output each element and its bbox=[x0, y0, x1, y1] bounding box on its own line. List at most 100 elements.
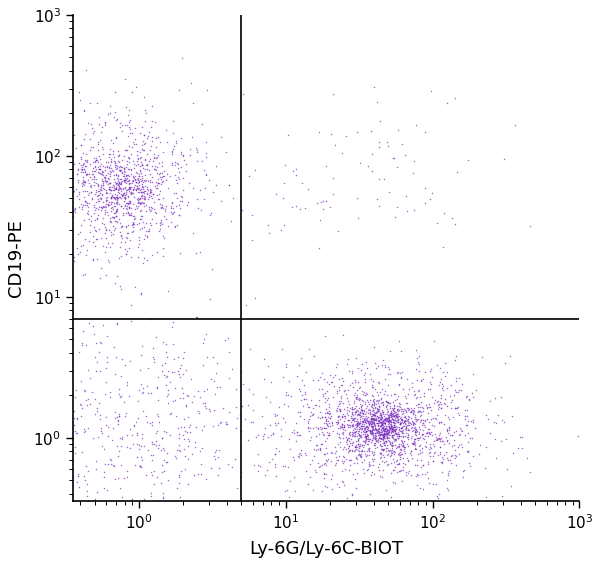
Point bbox=[124, 203, 133, 212]
Point bbox=[403, 433, 412, 442]
Point bbox=[386, 412, 396, 421]
Point bbox=[454, 441, 464, 450]
Point bbox=[347, 416, 357, 425]
Point bbox=[150, 162, 160, 171]
Point bbox=[122, 380, 131, 389]
Point bbox=[102, 196, 112, 205]
Point bbox=[184, 436, 193, 445]
Point bbox=[402, 439, 412, 448]
Point bbox=[386, 429, 396, 438]
Point bbox=[133, 453, 142, 462]
Point bbox=[417, 470, 427, 479]
Point bbox=[344, 466, 354, 475]
Point bbox=[395, 447, 405, 457]
Point bbox=[367, 425, 377, 434]
Point bbox=[144, 157, 154, 166]
Point bbox=[430, 336, 439, 345]
Point bbox=[384, 423, 394, 432]
Point bbox=[388, 424, 398, 433]
Point bbox=[158, 337, 168, 346]
Point bbox=[169, 144, 178, 153]
Point bbox=[117, 192, 127, 201]
Point bbox=[217, 196, 226, 205]
Point bbox=[409, 424, 419, 433]
Point bbox=[394, 434, 403, 443]
Point bbox=[415, 433, 424, 442]
Point bbox=[158, 172, 167, 181]
Point bbox=[91, 155, 101, 164]
Point bbox=[433, 401, 442, 410]
Point bbox=[386, 441, 396, 450]
Point bbox=[378, 444, 388, 453]
Point bbox=[432, 434, 442, 443]
Point bbox=[111, 182, 121, 192]
Point bbox=[417, 402, 427, 411]
Point bbox=[337, 396, 346, 405]
Point bbox=[90, 189, 100, 198]
Point bbox=[396, 372, 406, 381]
Point bbox=[132, 195, 142, 204]
Point bbox=[334, 411, 343, 420]
Point bbox=[100, 174, 109, 183]
Point bbox=[384, 410, 394, 419]
Point bbox=[377, 472, 386, 481]
Point bbox=[352, 410, 362, 419]
Point bbox=[368, 423, 377, 432]
Point bbox=[106, 393, 115, 402]
Point bbox=[140, 164, 150, 173]
Point bbox=[428, 372, 437, 381]
Point bbox=[399, 437, 409, 446]
Point bbox=[95, 165, 104, 174]
Point bbox=[121, 175, 130, 184]
Point bbox=[394, 459, 404, 468]
Point bbox=[395, 466, 405, 475]
Point bbox=[211, 455, 220, 464]
Point bbox=[389, 412, 398, 421]
Point bbox=[84, 319, 94, 328]
Point bbox=[316, 198, 326, 207]
Point bbox=[403, 419, 413, 428]
Point bbox=[116, 175, 125, 184]
Point bbox=[383, 409, 392, 418]
Point bbox=[179, 415, 188, 424]
Point bbox=[373, 418, 383, 427]
Point bbox=[119, 189, 128, 198]
Point bbox=[381, 437, 391, 446]
Point bbox=[357, 421, 367, 431]
Point bbox=[136, 169, 146, 178]
Point bbox=[507, 412, 517, 421]
Point bbox=[140, 189, 149, 198]
Point bbox=[347, 438, 356, 447]
Point bbox=[117, 434, 127, 444]
Point bbox=[361, 432, 370, 441]
Point bbox=[200, 183, 209, 192]
Point bbox=[346, 455, 356, 464]
Point bbox=[388, 405, 397, 414]
Point bbox=[374, 429, 384, 438]
Point bbox=[135, 167, 145, 176]
Point bbox=[301, 467, 310, 476]
Point bbox=[377, 414, 387, 423]
Point bbox=[125, 424, 135, 433]
Point bbox=[380, 424, 389, 433]
Point bbox=[167, 146, 176, 155]
Point bbox=[382, 428, 391, 437]
Point bbox=[109, 170, 119, 179]
Point bbox=[467, 433, 477, 442]
Point bbox=[109, 147, 118, 156]
Point bbox=[368, 420, 377, 429]
Point bbox=[80, 177, 89, 186]
Point bbox=[196, 446, 205, 455]
Point bbox=[382, 421, 392, 430]
Point bbox=[121, 203, 130, 212]
Point bbox=[74, 189, 84, 198]
Point bbox=[115, 218, 125, 227]
Point bbox=[167, 149, 176, 158]
Point bbox=[125, 444, 135, 453]
Point bbox=[428, 456, 437, 465]
Point bbox=[91, 206, 100, 215]
Point bbox=[85, 172, 95, 181]
Point bbox=[157, 360, 167, 370]
Point bbox=[328, 471, 337, 480]
Point bbox=[387, 421, 397, 431]
